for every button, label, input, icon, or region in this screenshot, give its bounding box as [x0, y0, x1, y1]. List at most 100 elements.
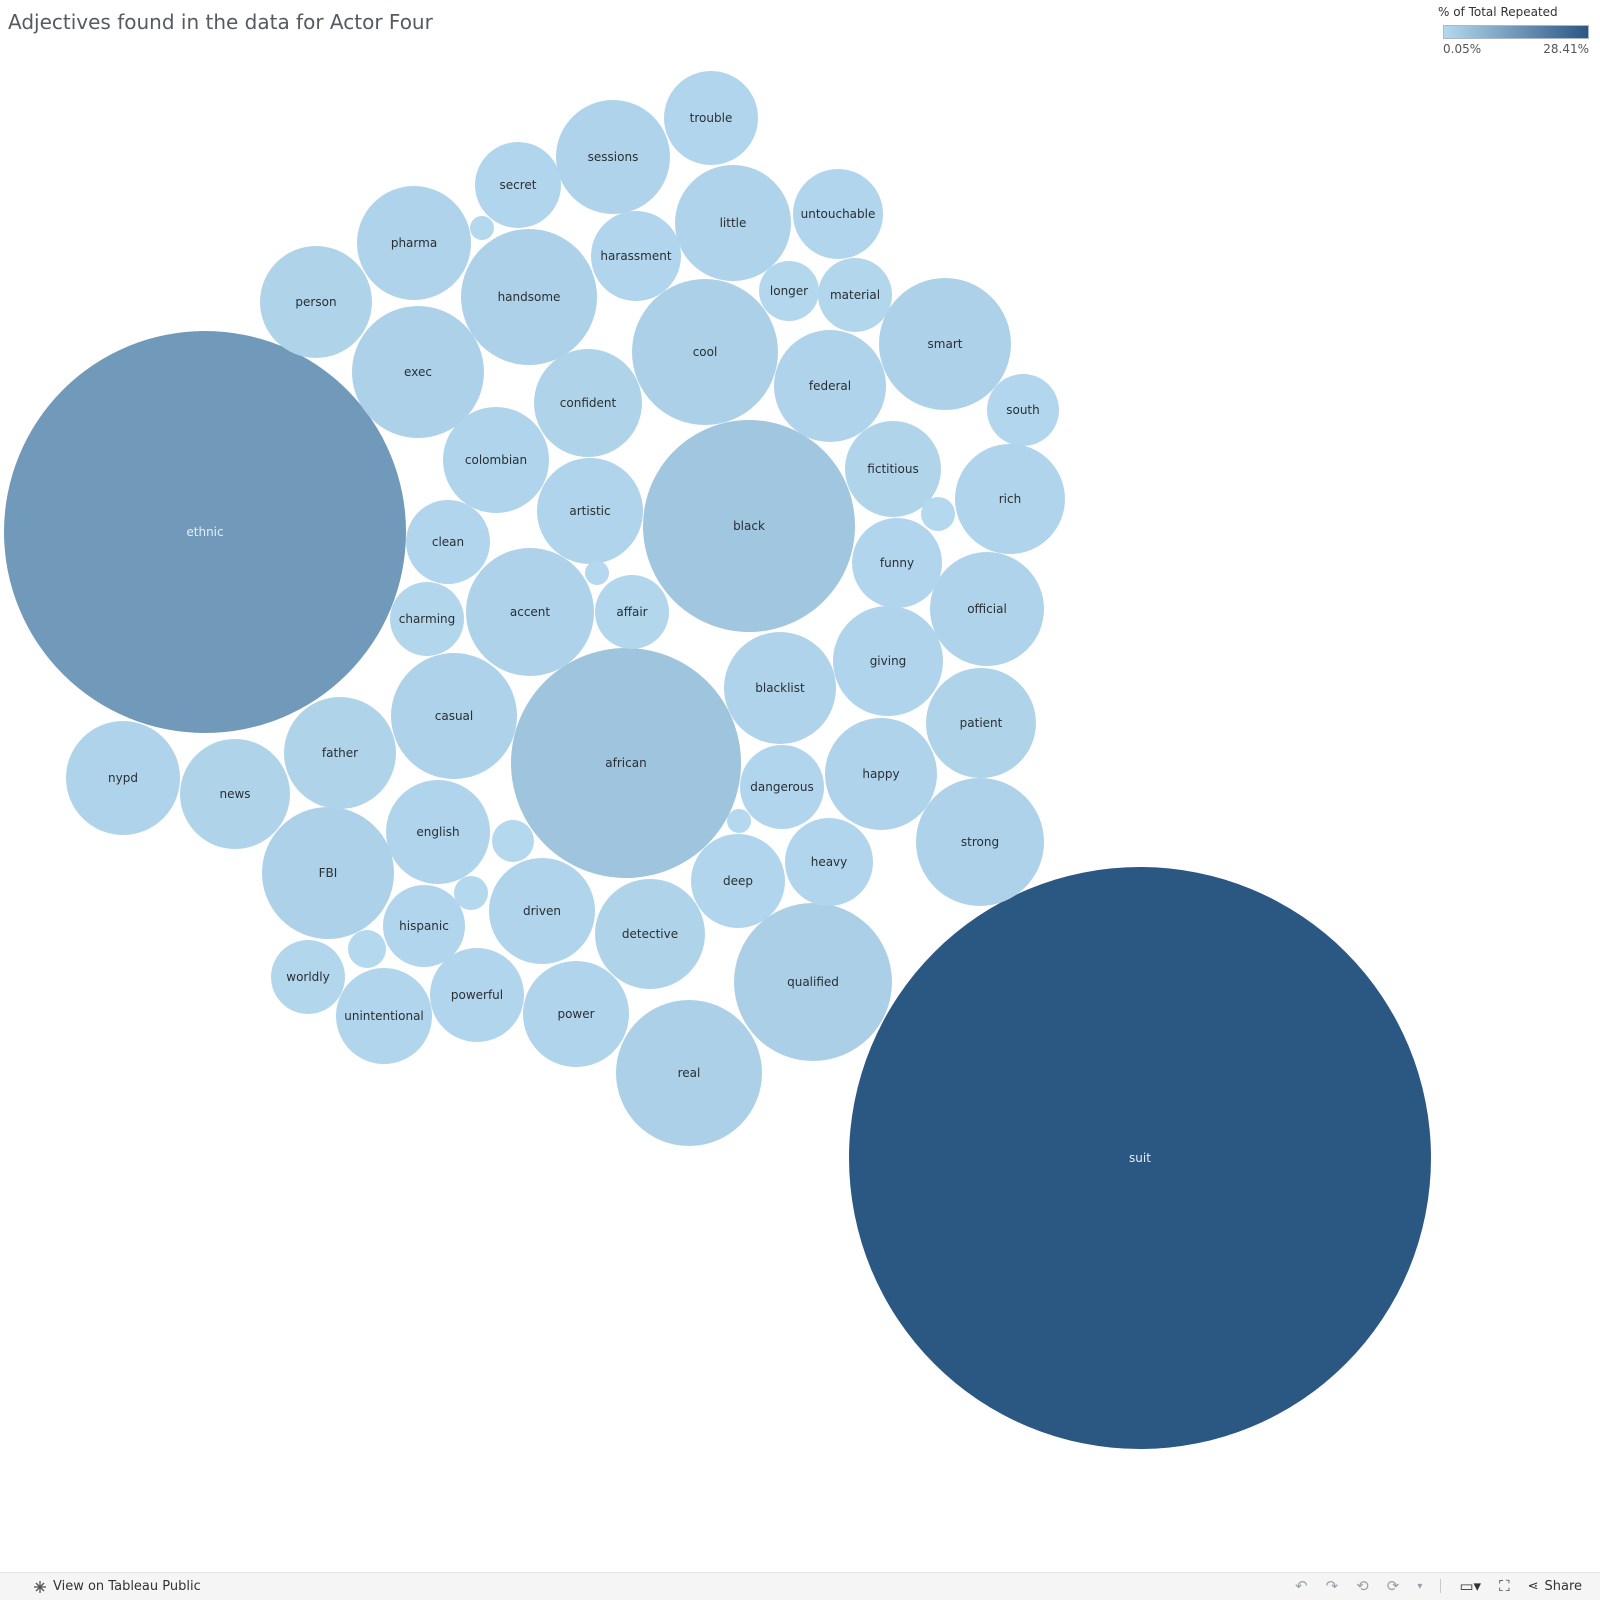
bubble-circle[interactable]: [849, 867, 1431, 1449]
bubble-circle[interactable]: [734, 903, 892, 1061]
bubble-clean[interactable]: clean: [406, 500, 490, 584]
bubble-circle[interactable]: [271, 940, 345, 1014]
bubble-circle[interactable]: [632, 279, 778, 425]
bubble-circle[interactable]: [818, 258, 892, 332]
bubble-circle[interactable]: [284, 697, 396, 809]
bubble-unlabeled[interactable]: [585, 561, 609, 585]
bubble-circle[interactable]: [793, 169, 883, 259]
bubble-patient[interactable]: patient: [926, 668, 1036, 778]
bubble-dangerous[interactable]: dangerous: [740, 745, 824, 829]
bubble-blacklist[interactable]: blacklist: [724, 632, 836, 744]
bubble-circle[interactable]: [987, 374, 1059, 446]
comment-icon[interactable]: ▭▾: [1459, 1577, 1482, 1595]
bubble-circle[interactable]: [430, 948, 524, 1042]
bubble-circle[interactable]: [336, 968, 432, 1064]
bubble-rich[interactable]: rich: [955, 444, 1065, 554]
bubble-deep[interactable]: deep: [691, 834, 785, 928]
bubble-strong[interactable]: strong: [916, 778, 1044, 906]
refresh-icon[interactable]: ⟳: [1386, 1577, 1400, 1595]
bubble-unintentional[interactable]: unintentional: [336, 968, 432, 1064]
bubble-circle[interactable]: [390, 582, 464, 656]
bubble-artistic[interactable]: artistic: [537, 458, 643, 564]
bubble-circle[interactable]: [595, 575, 669, 649]
bubble-circle[interactable]: [406, 500, 490, 584]
bubble-circle[interactable]: [348, 930, 386, 968]
bubble-circle[interactable]: [930, 552, 1044, 666]
bubble-circle[interactable]: [391, 653, 517, 779]
bubble-father[interactable]: father: [284, 697, 396, 809]
bubble-circle[interactable]: [727, 809, 751, 833]
bubble-circle[interactable]: [534, 349, 642, 457]
bubble-english[interactable]: english: [386, 780, 490, 884]
bubble-circle[interactable]: [180, 739, 290, 849]
bubble-federal[interactable]: federal: [774, 330, 886, 442]
bubble-exec[interactable]: exec: [352, 306, 484, 438]
bubble-sessions[interactable]: sessions: [556, 100, 670, 214]
bubble-circle[interactable]: [357, 186, 471, 300]
bubble-FBI[interactable]: FBI: [262, 807, 394, 939]
bubble-pharma[interactable]: pharma: [357, 186, 471, 300]
bubble-qualified[interactable]: qualified: [734, 903, 892, 1061]
bubble-circle[interactable]: [585, 561, 609, 585]
bubble-giving[interactable]: giving: [833, 606, 943, 716]
bubble-longer[interactable]: longer: [759, 261, 819, 321]
bubble-real[interactable]: real: [616, 1000, 762, 1146]
bubble-circle[interactable]: [454, 876, 488, 910]
bubble-untouchable[interactable]: untouchable: [793, 169, 883, 259]
bubble-confident[interactable]: confident: [534, 349, 642, 457]
bubble-person[interactable]: person: [260, 246, 372, 358]
bubble-circle[interactable]: [470, 216, 494, 240]
bubble-worldly[interactable]: worldly: [271, 940, 345, 1014]
bubble-news[interactable]: news: [180, 739, 290, 849]
bubble-african[interactable]: african: [511, 648, 741, 878]
bubble-circle[interactable]: [852, 518, 942, 608]
bubble-circle[interactable]: [489, 858, 595, 964]
bubble-fictitious[interactable]: fictitious: [845, 421, 941, 517]
bubble-harassment[interactable]: harassment: [591, 211, 681, 301]
bubble-unlabeled[interactable]: [470, 216, 494, 240]
bubble-colombian[interactable]: colombian: [443, 407, 549, 513]
bubble-unlabeled[interactable]: [921, 497, 955, 531]
revert-icon[interactable]: ⟲: [1356, 1577, 1369, 1595]
bubble-circle[interactable]: [4, 331, 406, 733]
bubble-accent[interactable]: accent: [466, 548, 594, 676]
bubble-circle[interactable]: [443, 407, 549, 513]
bubble-handsome[interactable]: handsome: [461, 229, 597, 365]
pause-dropdown-icon[interactable]: ▾: [1417, 1580, 1423, 1592]
bubble-powerful[interactable]: powerful: [430, 948, 524, 1042]
bubble-circle[interactable]: [537, 458, 643, 564]
bubble-circle[interactable]: [785, 818, 873, 906]
bubble-circle[interactable]: [66, 721, 180, 835]
bubble-circle[interactable]: [556, 100, 670, 214]
bubble-unlabeled[interactable]: [454, 876, 488, 910]
bubble-circle[interactable]: [724, 632, 836, 744]
bubble-circle[interactable]: [845, 421, 941, 517]
bubble-circle[interactable]: [926, 668, 1036, 778]
view-on-tableau-link[interactable]: View on Tableau Public: [33, 1579, 201, 1594]
bubble-circle[interactable]: [825, 718, 937, 830]
bubble-affair[interactable]: affair: [595, 575, 669, 649]
bubble-circle[interactable]: [475, 142, 561, 228]
bubble-circle[interactable]: [740, 745, 824, 829]
bubble-suit[interactable]: suit: [849, 867, 1431, 1449]
bubble-charming[interactable]: charming: [390, 582, 464, 656]
bubble-funny[interactable]: funny: [852, 518, 942, 608]
bubble-unlabeled[interactable]: [492, 820, 534, 862]
bubble-trouble[interactable]: trouble: [664, 71, 758, 165]
bubble-circle[interactable]: [591, 211, 681, 301]
bubble-circle[interactable]: [643, 420, 855, 632]
bubble-circle[interactable]: [833, 606, 943, 716]
bubble-nypd[interactable]: nypd: [66, 721, 180, 835]
bubble-circle[interactable]: [260, 246, 372, 358]
bubble-secret[interactable]: secret: [475, 142, 561, 228]
bubble-ethnic[interactable]: ethnic: [4, 331, 406, 733]
bubble-circle[interactable]: [616, 1000, 762, 1146]
bubble-circle[interactable]: [955, 444, 1065, 554]
bubble-circle[interactable]: [523, 961, 629, 1067]
bubble-material[interactable]: material: [818, 258, 892, 332]
bubble-south[interactable]: south: [987, 374, 1059, 446]
bubble-unlabeled[interactable]: [348, 930, 386, 968]
bubble-circle[interactable]: [921, 497, 955, 531]
bubble-circle[interactable]: [262, 807, 394, 939]
bubble-black[interactable]: black: [643, 420, 855, 632]
